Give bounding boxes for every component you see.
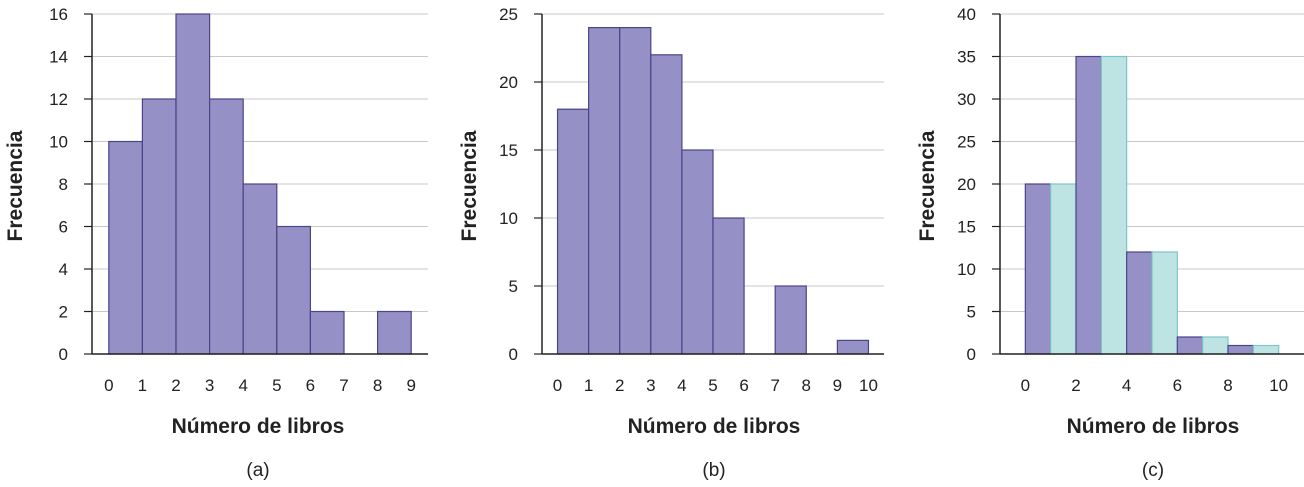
y-tick-label: 15 bbox=[499, 141, 518, 160]
histogram-bar bbox=[309, 310, 345, 355]
x-tick-label: 1 bbox=[584, 376, 593, 395]
histogram-bar bbox=[650, 54, 683, 355]
x-tick-label: 3 bbox=[205, 376, 214, 395]
y-tick-label: 4 bbox=[59, 260, 68, 279]
panel-label: (c) bbox=[1142, 460, 1164, 481]
x-tick-label: 8 bbox=[1223, 376, 1232, 395]
x-tick-label: 6 bbox=[739, 376, 748, 395]
histogram-panel-3: 0 5 10 15 20 25 30 35 40 0 2 4 6 8 10 Número de libros F… bbox=[916, 5, 1304, 481]
y-axis-title: Frecuencia bbox=[4, 130, 27, 241]
x-tick-label: 0 bbox=[1021, 376, 1030, 395]
histogram-bar bbox=[774, 285, 807, 355]
y-tick-label: 6 bbox=[59, 218, 68, 237]
histogram-bar bbox=[1202, 336, 1229, 355]
histogram-bar bbox=[377, 310, 412, 355]
x-tick-label: 5 bbox=[708, 376, 717, 395]
x-tick-label: 6 bbox=[1173, 376, 1182, 395]
histogram-bar bbox=[1050, 183, 1077, 355]
histogram-bar bbox=[209, 98, 244, 355]
histogram-bar bbox=[1176, 336, 1204, 355]
x-tick-label: 8 bbox=[802, 376, 811, 395]
y-tick-label: 25 bbox=[499, 5, 518, 24]
y-tick-label: 0 bbox=[59, 345, 68, 364]
y-tick-label: 30 bbox=[957, 90, 976, 109]
y-tick-label: 25 bbox=[957, 133, 976, 152]
y-tick-label: 0 bbox=[967, 345, 976, 364]
histogram-bar bbox=[619, 27, 652, 355]
x-tick-label: 7 bbox=[339, 376, 348, 395]
x-tick-label: 2 bbox=[615, 376, 624, 395]
panel-label: (a) bbox=[246, 460, 269, 481]
x-tick-label: 4 bbox=[677, 376, 686, 395]
y-tick-label: 8 bbox=[59, 175, 68, 194]
histogram-bar bbox=[588, 27, 621, 355]
x-tick-label: 3 bbox=[646, 376, 655, 395]
histogram-bar bbox=[1227, 344, 1254, 355]
x-tick-label: 7 bbox=[770, 376, 779, 395]
x-tick-label: 10 bbox=[1269, 376, 1288, 395]
y-tick-label: 0 bbox=[509, 345, 518, 364]
y-tick-label: 35 bbox=[957, 48, 976, 67]
histogram-bar bbox=[556, 108, 590, 355]
x-tick-label: 2 bbox=[171, 376, 180, 395]
histogram-bar bbox=[276, 225, 311, 355]
x-tick-label: 0 bbox=[104, 376, 113, 395]
x-tick-label: 10 bbox=[859, 376, 878, 395]
histogram-bar bbox=[108, 140, 144, 355]
x-tick-label: 9 bbox=[833, 376, 842, 395]
y-tick-label: 20 bbox=[957, 175, 976, 194]
y-tick-label: 5 bbox=[967, 303, 976, 322]
histogram-bar bbox=[1075, 55, 1102, 355]
y-tick-label: 12 bbox=[49, 90, 68, 109]
x-axis-title: Número de libros bbox=[628, 415, 801, 438]
y-tick-label: 14 bbox=[49, 48, 68, 67]
histogram-bar bbox=[1126, 251, 1153, 355]
y-tick-label: 5 bbox=[509, 277, 518, 296]
histogram-bar bbox=[712, 217, 745, 355]
x-tick-label: 2 bbox=[1071, 376, 1080, 395]
y-tick-label: 10 bbox=[499, 209, 518, 228]
histogram-panel-2: 0 5 10 15 20 25 0 1 2 3 4 5 6 7 8 9 10 Número de libros Fr… bbox=[458, 5, 884, 481]
y-tick-label: 20 bbox=[499, 73, 518, 92]
x-tick-label: 1 bbox=[138, 376, 147, 395]
y-tick-label: 10 bbox=[957, 260, 976, 279]
x-tick-label: 8 bbox=[373, 376, 382, 395]
x-tick-label: 5 bbox=[272, 376, 281, 395]
histogram-bar bbox=[242, 183, 278, 355]
y-axis-title: Frecuencia bbox=[458, 130, 481, 241]
histogram-bar bbox=[1252, 344, 1280, 355]
y-tick-label: 2 bbox=[59, 303, 68, 322]
y-tick-label: 15 bbox=[957, 218, 976, 237]
x-tick-label: 9 bbox=[406, 376, 415, 395]
histogram-bar bbox=[175, 13, 211, 355]
histogram-bar bbox=[1151, 251, 1178, 355]
histogram-bar bbox=[681, 149, 714, 355]
x-tick-label: 4 bbox=[1122, 376, 1131, 395]
x-axis-title: Número de libros bbox=[1067, 415, 1240, 438]
x-tick-label: 0 bbox=[553, 376, 562, 395]
histogram-bar bbox=[141, 98, 177, 355]
y-tick-label: 16 bbox=[49, 5, 68, 24]
x-tick-label: 6 bbox=[306, 376, 315, 395]
histogram-bar bbox=[836, 339, 870, 355]
x-axis-title: Número de libros bbox=[172, 415, 345, 438]
histogram-bar bbox=[1024, 183, 1052, 355]
x-tick-label: 4 bbox=[238, 376, 247, 395]
panel-label: (b) bbox=[702, 460, 725, 481]
histogram-bar bbox=[1100, 55, 1128, 355]
y-axis-title: Frecuencia bbox=[916, 130, 939, 241]
y-tick-label: 10 bbox=[49, 133, 68, 152]
y-tick-label: 40 bbox=[957, 5, 976, 24]
